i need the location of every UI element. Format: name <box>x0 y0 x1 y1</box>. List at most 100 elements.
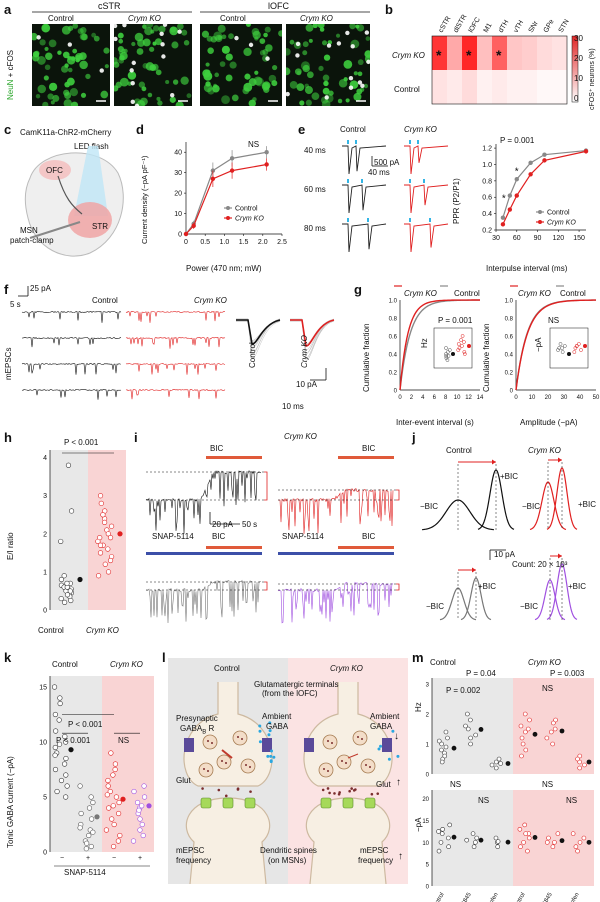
glut-dot <box>249 790 252 793</box>
tonic-point <box>52 711 58 718</box>
neun-cell <box>146 24 154 28</box>
cfos-cell <box>134 103 140 106</box>
light-pulse <box>361 179 363 183</box>
vesicle-dot <box>221 760 223 762</box>
ei-control-point <box>68 597 74 604</box>
tonic-point <box>52 744 58 751</box>
neun-cell <box>321 100 331 106</box>
ei-ko-point <box>105 531 111 537</box>
gaba-dot <box>269 754 273 758</box>
g2-ns: NS <box>548 316 560 325</box>
panel-m-letter: m <box>412 650 424 665</box>
current-density-chart: 40 30 20 10 00 0.5 1.0 1.5 2.0 2.5 Control Crym KO <box>174 142 287 246</box>
gabab-point <box>493 765 499 771</box>
ko-point <box>229 168 235 173</box>
gabab-point <box>473 732 478 738</box>
gabab-point <box>436 829 441 834</box>
tonic-point <box>63 794 69 800</box>
l-down: ↓ <box>394 731 399 742</box>
neun-cell <box>48 39 57 48</box>
f-scale-time: 5 s <box>10 300 21 309</box>
vesicle-dot <box>225 762 227 764</box>
inhibition-mark-weak <box>347 753 359 759</box>
neun-cell <box>296 83 305 92</box>
neun-cell <box>48 82 58 92</box>
gabab-point <box>522 711 528 717</box>
legend-marker <box>226 216 230 220</box>
i-snap-1: SNAP-5114 <box>152 532 194 541</box>
light-pulse <box>423 179 425 183</box>
panel-l-letter: l <box>162 650 166 665</box>
k-control: Control <box>52 660 78 669</box>
neun-cell <box>225 53 233 61</box>
neun-cell <box>219 61 226 67</box>
amplitude-cumulative-chart: 1.0 0.8 0.6 0.4 0.2 00 10 20 30 40 50 <box>505 285 600 401</box>
avg-time-label: 10 ms <box>282 402 304 411</box>
tonic-mean <box>120 796 126 802</box>
heatmap-star: * <box>496 47 502 63</box>
f-scale-amp: 25 pA <box>30 284 51 293</box>
x-tick-label: 0.5 <box>200 239 210 246</box>
neun-cell <box>35 94 41 99</box>
micrograph-lofc-control <box>200 24 282 106</box>
micrograph-lofc-ko-cells <box>286 24 370 106</box>
neun-cell <box>85 73 91 80</box>
neun-cell <box>154 38 162 46</box>
panel-j-letter: j <box>412 430 416 445</box>
x-tick-label: Control <box>512 892 527 902</box>
g2-ylabel: Cumulative fraction <box>482 323 491 392</box>
ei-ko-point <box>95 538 101 545</box>
neun-cell <box>69 88 79 97</box>
neun-cell <box>133 98 141 106</box>
g2-inset-ko-mean <box>583 344 587 348</box>
patch-label: patch-clamp <box>10 236 54 245</box>
heatmap-col-label: vTH <box>513 19 525 34</box>
h-pval: P < 0.001 <box>64 438 99 447</box>
x-tick-label: 2.5 <box>277 239 287 246</box>
heatmap-col-label: STN <box>558 18 571 34</box>
tonic-point <box>105 783 111 789</box>
x-tick-label: 10 <box>529 395 536 401</box>
tonic-mean <box>94 814 100 820</box>
light-pulse <box>347 140 349 144</box>
neun-cell <box>228 33 234 40</box>
tonic-point <box>78 810 84 817</box>
neun-cell <box>61 25 71 35</box>
neun-cell <box>66 56 76 65</box>
y-tick-label: 0.8 <box>505 317 514 323</box>
vesicle <box>202 734 218 750</box>
panel-a-letter: a <box>4 2 12 17</box>
neun-cell <box>305 24 314 32</box>
neun-cell <box>210 35 218 43</box>
l-mepsc-2: mEPSC <box>360 846 389 855</box>
neun-cell <box>302 50 308 56</box>
l-control: Control <box>214 664 240 673</box>
chart-d-xlabel: Power (470 nm; mW) <box>186 264 262 273</box>
ppr-trace-control <box>342 184 387 214</box>
glut-dot <box>350 787 353 790</box>
gaba-dot <box>266 754 270 758</box>
cfos-cell <box>67 42 73 47</box>
neun-cell <box>138 81 146 88</box>
y-tick-label: 0.8 <box>482 178 492 185</box>
tonic-bracket <box>264 471 268 501</box>
neun-cell <box>127 71 137 80</box>
cfos-cell <box>265 56 270 61</box>
neun-cell <box>357 71 363 77</box>
panel-g-letter: g <box>354 282 362 297</box>
stain-cfos: + cFOS <box>6 49 15 80</box>
neun-cell <box>80 92 87 98</box>
x-tick-label: 8 <box>444 395 448 401</box>
gabab-point <box>443 744 449 750</box>
gabab-receptor <box>184 738 194 752</box>
g2-inset-control-point <box>560 350 565 354</box>
gabab-point <box>438 840 444 845</box>
neun-cell <box>136 48 144 55</box>
g1-pval: P = 0.001 <box>438 316 473 325</box>
g1-inset-control-point <box>446 354 451 358</box>
micrograph-lofc-ko <box>286 24 370 106</box>
light-pulse <box>347 179 349 183</box>
shift-arrowhead <box>558 457 562 463</box>
tonic-point <box>58 777 65 784</box>
avg-control-label: Control <box>248 342 257 368</box>
